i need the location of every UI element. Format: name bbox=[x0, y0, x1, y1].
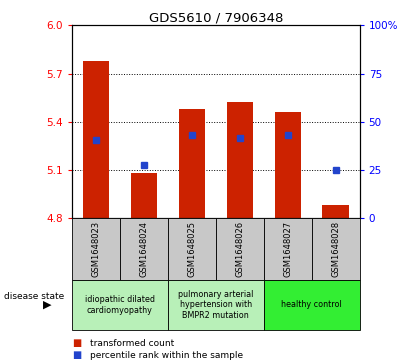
Bar bbox=[168, 280, 264, 330]
Text: percentile rank within the sample: percentile rank within the sample bbox=[90, 351, 244, 359]
Text: GSM1648024: GSM1648024 bbox=[139, 221, 148, 277]
Text: GSM1648028: GSM1648028 bbox=[331, 221, 340, 277]
Text: healthy control: healthy control bbox=[281, 301, 342, 309]
Bar bbox=[323, 205, 349, 218]
Text: GSM1648023: GSM1648023 bbox=[91, 221, 100, 277]
Text: GSM1648025: GSM1648025 bbox=[187, 221, 196, 277]
Bar bbox=[179, 109, 205, 218]
Text: idiopathic dilated
cardiomyopathy: idiopathic dilated cardiomyopathy bbox=[85, 295, 155, 315]
Bar bbox=[72, 218, 120, 280]
Bar bbox=[312, 218, 360, 280]
Text: ■: ■ bbox=[72, 350, 81, 360]
Text: ■: ■ bbox=[72, 338, 81, 348]
Text: pulmonary arterial
hypertension with
BMPR2 mutation: pulmonary arterial hypertension with BMP… bbox=[178, 290, 254, 320]
Text: GSM1648026: GSM1648026 bbox=[235, 221, 244, 277]
Bar bbox=[83, 61, 109, 218]
Text: transformed count: transformed count bbox=[90, 339, 175, 347]
Bar bbox=[275, 112, 301, 218]
Title: GDS5610 / 7906348: GDS5610 / 7906348 bbox=[149, 11, 283, 24]
Bar bbox=[168, 218, 216, 280]
Bar bbox=[120, 218, 168, 280]
Bar bbox=[226, 102, 253, 218]
Text: GSM1648027: GSM1648027 bbox=[283, 221, 292, 277]
Text: ▶: ▶ bbox=[43, 300, 51, 310]
Bar bbox=[131, 173, 157, 218]
Bar bbox=[264, 218, 312, 280]
Bar bbox=[216, 218, 264, 280]
Text: disease state: disease state bbox=[4, 292, 65, 301]
Bar bbox=[264, 280, 360, 330]
Bar bbox=[72, 280, 168, 330]
